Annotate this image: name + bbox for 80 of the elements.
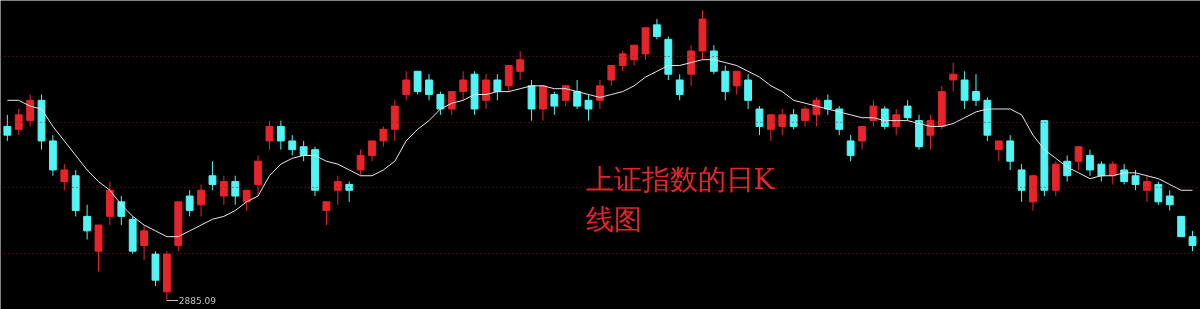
candlestick bbox=[390, 99, 399, 142]
candlestick bbox=[185, 189, 194, 217]
candlestick bbox=[789, 108, 798, 130]
candlestick bbox=[550, 91, 559, 116]
candlestick bbox=[972, 73, 980, 107]
candlestick bbox=[732, 70, 741, 96]
candlestick bbox=[869, 99, 878, 127]
candlestick bbox=[402, 70, 411, 101]
candlestick bbox=[368, 140, 376, 162]
candlestick bbox=[117, 195, 126, 226]
annotation: 上证指数的日K线图 bbox=[585, 162, 776, 236]
candlestick bbox=[1177, 215, 1186, 238]
candlestick bbox=[1017, 163, 1026, 203]
candlestick bbox=[459, 70, 468, 101]
candlestick bbox=[539, 85, 547, 122]
candlestick bbox=[755, 105, 764, 136]
candlestick bbox=[356, 149, 365, 177]
candlestick bbox=[1006, 134, 1015, 171]
candlestick bbox=[3, 114, 12, 142]
candlestick bbox=[835, 105, 844, 136]
candlestick bbox=[618, 50, 627, 72]
candlestick bbox=[903, 99, 912, 122]
candlestick bbox=[721, 64, 730, 101]
candlestick bbox=[276, 120, 285, 151]
candlestick bbox=[219, 175, 228, 206]
candlestick bbox=[766, 114, 775, 142]
candlestick bbox=[630, 44, 639, 66]
candlestick bbox=[504, 64, 513, 93]
candlestick bbox=[493, 73, 502, 101]
candlestick bbox=[299, 140, 308, 162]
candlestick bbox=[858, 125, 866, 151]
candlestick bbox=[265, 120, 274, 151]
candlestick bbox=[573, 79, 582, 110]
candlestick bbox=[413, 70, 422, 96]
annotation: 2885.09 bbox=[178, 296, 217, 307]
candlestick bbox=[1097, 160, 1106, 183]
candlestick bbox=[744, 73, 752, 110]
candlestick bbox=[801, 105, 809, 127]
candlestick bbox=[197, 183, 205, 217]
candlestick bbox=[1165, 189, 1174, 212]
candlestick bbox=[994, 140, 1003, 162]
candlestick bbox=[846, 134, 855, 162]
candlestick bbox=[1188, 230, 1197, 252]
candlestick bbox=[333, 175, 342, 206]
candlestick bbox=[322, 201, 331, 226]
candlestick bbox=[607, 64, 616, 87]
candlestick bbox=[892, 108, 901, 136]
candlestick bbox=[949, 62, 958, 93]
candlestick bbox=[482, 73, 490, 110]
candlestick bbox=[584, 94, 593, 122]
candlestick bbox=[1074, 146, 1083, 171]
candlestick bbox=[652, 18, 661, 40]
candlestick bbox=[1154, 181, 1163, 206]
candlestick bbox=[1131, 169, 1140, 191]
candlestick bbox=[527, 79, 536, 122]
candlestick bbox=[83, 204, 92, 241]
candlestick bbox=[14, 108, 23, 136]
candlestick bbox=[231, 175, 240, 206]
candlestick bbox=[812, 96, 821, 127]
candlestick bbox=[288, 134, 297, 156]
candlestick bbox=[425, 73, 433, 101]
candlestick bbox=[687, 44, 696, 87]
candlestick bbox=[60, 163, 69, 191]
candlestick bbox=[208, 160, 217, 191]
candlestick bbox=[675, 73, 684, 101]
candlestick bbox=[823, 94, 832, 116]
candlestick bbox=[516, 50, 525, 81]
candlestick bbox=[778, 108, 787, 136]
candlestick bbox=[26, 94, 35, 127]
candlestick bbox=[596, 79, 604, 110]
candlestick bbox=[436, 91, 445, 116]
candlestick bbox=[960, 70, 969, 110]
candlestick bbox=[379, 125, 388, 148]
candlestick bbox=[242, 189, 251, 212]
candlestick bbox=[1143, 175, 1151, 203]
candlestick bbox=[140, 224, 149, 261]
candlestick bbox=[1108, 160, 1117, 185]
candlestick bbox=[1086, 149, 1094, 177]
candlestick bbox=[926, 114, 935, 151]
candlestick bbox=[254, 154, 262, 197]
